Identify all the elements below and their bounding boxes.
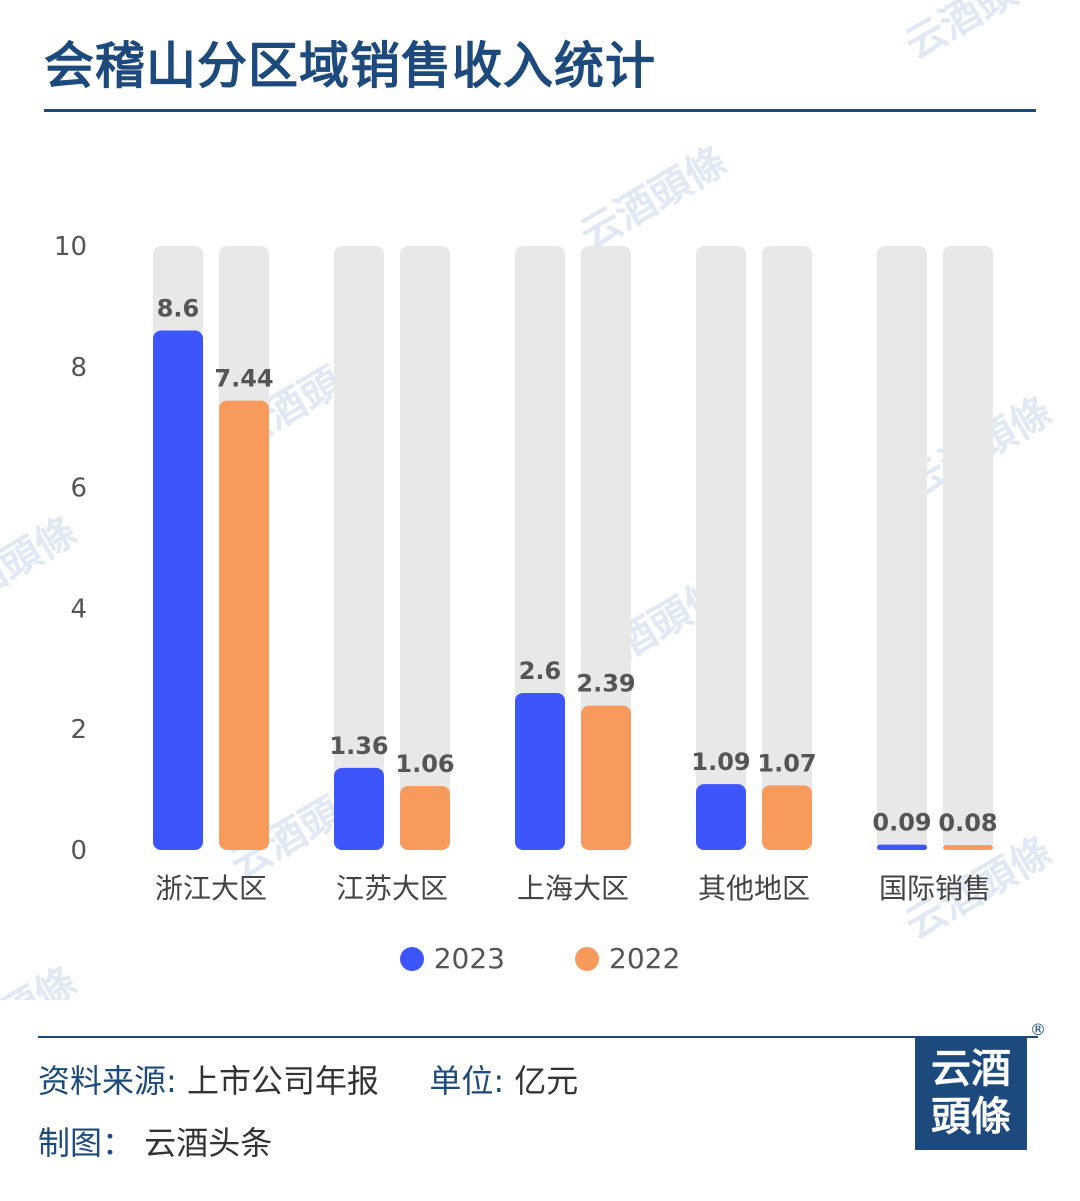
data-label: 2.39 [576, 670, 635, 698]
bar-track [581, 246, 631, 850]
footer-source-line: 资料来源: 上市公司年报 单位: 亿元 [38, 1056, 578, 1102]
watermark-text: 云酒頭條 [898, 0, 1060, 69]
bar-chart: 云酒頭條云酒頭條云酒頭條云酒頭條云酒頭條云酒頭條云酒頭條云酒頭條云酒頭條云酒頭條… [0, 0, 1060, 1000]
data-label: 1.36 [329, 732, 388, 760]
made-by-value: 云酒头条 [144, 1124, 273, 1162]
registered-mark: ® [1030, 1020, 1046, 1039]
bars-layer: 8.6 7.44 1.361.06 2.6 2.39 1.09 1.07 0.09 0.08 [153, 246, 998, 850]
data-label: 0.09 [872, 809, 931, 837]
x-tick-label: 其他地区 [698, 872, 810, 905]
bar-2023[interactable] [877, 844, 927, 850]
data-label: 1.06 [395, 750, 454, 778]
source-label: 资料来源: [38, 1062, 177, 1100]
bar-2022[interactable] [400, 785, 450, 850]
legend-label-2023: 2023 [433, 942, 505, 975]
bar-2022[interactable] [581, 705, 631, 850]
legend-marker-2023 [399, 946, 424, 971]
bar-track [877, 246, 927, 850]
logo-line-1: 云酒 [931, 1046, 1011, 1092]
legend-label-2022: 2022 [609, 942, 681, 975]
bar-track [400, 246, 450, 850]
legend-item-2023[interactable]: 2023 [399, 942, 505, 975]
y-tick-label: 10 [54, 232, 87, 262]
x-tick-label: 上海大区 [517, 872, 629, 905]
watermark-text: 云酒頭條 [573, 139, 735, 259]
data-label: 0.08 [938, 809, 997, 837]
y-tick-label: 6 [70, 474, 87, 504]
y-tick-label: 4 [70, 594, 87, 624]
legend-item-2022[interactable]: 2022 [575, 942, 680, 975]
footer-divider [38, 1036, 1038, 1038]
legend: 2023 2022 [0, 942, 1080, 975]
bar-2023[interactable] [334, 767, 384, 850]
x-tick-label: 江苏大区 [336, 872, 448, 905]
brand-logo: 云酒 頭條 [915, 1036, 1027, 1150]
legend-marker-2022 [575, 946, 599, 971]
data-label: 1.07 [757, 749, 816, 777]
bar-2023[interactable] [153, 330, 203, 850]
source-value: 上市公司年报 [186, 1062, 379, 1100]
bar-track [943, 246, 993, 850]
y-tick-label: 8 [70, 353, 87, 383]
bar-2023[interactable] [515, 692, 565, 850]
title-divider [44, 109, 1036, 112]
x-tick-label: 国际销售 [879, 872, 991, 905]
unit-value: 亿元 [514, 1062, 579, 1100]
y-tick-label: 0 [70, 836, 87, 866]
data-label: 2.6 [519, 657, 562, 685]
y-axis: 0 2 4 6 8 10 [54, 232, 87, 866]
bar-track [696, 246, 746, 850]
footer-credit-line: 制图： 云酒头条 [38, 1118, 272, 1164]
x-axis: 浙江大区 江苏大区 上海大区 其他地区 国际销售 [155, 872, 991, 905]
logo-line-2: 頭條 [931, 1094, 1011, 1140]
bar-2022[interactable] [943, 845, 993, 850]
unit-label: 单位: [429, 1062, 505, 1100]
data-label: 1.09 [691, 748, 750, 776]
y-tick-label: 2 [70, 715, 87, 745]
bar-track [334, 246, 384, 850]
x-tick-label: 浙江大区 [155, 872, 267, 905]
made-by-label: 制图： [38, 1124, 135, 1162]
bar-2022[interactable] [762, 785, 812, 850]
bar-2023[interactable] [696, 784, 746, 850]
bar-track [762, 246, 812, 850]
bar-2022[interactable] [219, 400, 269, 850]
chart-title: 会稽山分区域销售收入统计 [44, 37, 656, 95]
data-label: 7.44 [214, 365, 273, 393]
data-label: 8.6 [157, 295, 200, 323]
